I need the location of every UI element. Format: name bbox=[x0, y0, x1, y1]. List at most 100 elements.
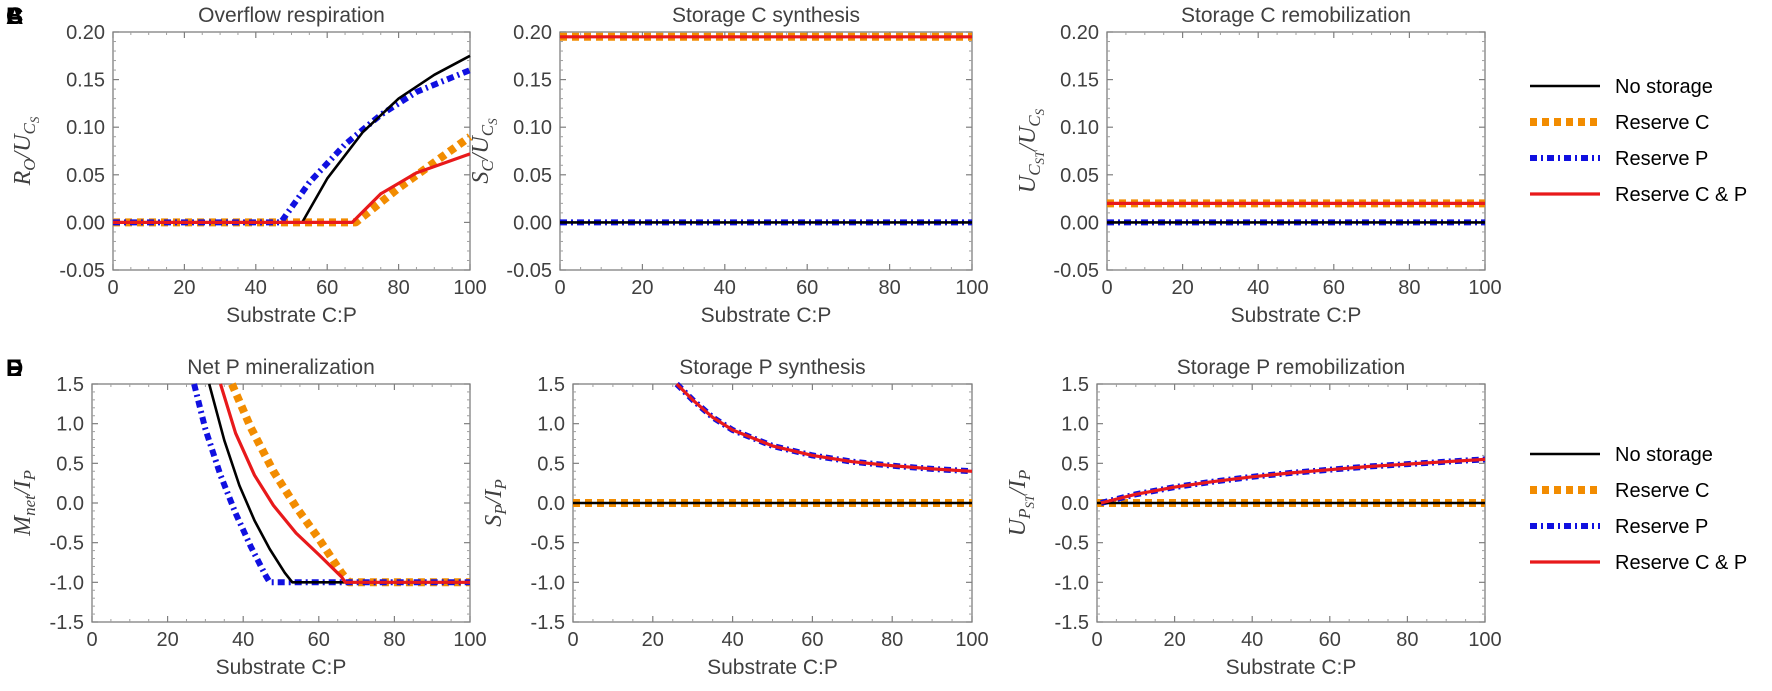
y-label-main: S bbox=[468, 172, 494, 184]
y-label-sub: P bbox=[1015, 509, 1034, 520]
y-tick-label: 0.20 bbox=[1060, 22, 1099, 44]
y-label-sep: /I bbox=[481, 489, 507, 507]
x-tick-label: 0 bbox=[107, 277, 118, 299]
y-tick-label: 0.10 bbox=[513, 117, 552, 139]
y-label-sep: /I bbox=[1005, 479, 1031, 497]
series-line-no-storage bbox=[207, 383, 470, 584]
x-tick-label: 40 bbox=[232, 629, 254, 651]
x-tick-label: 40 bbox=[1241, 629, 1263, 651]
panel-f: F Storage P remobilization 0 20 40 60 80 100 -1.… bbox=[6, 355, 1502, 679]
legend-label-reserve-p: Reserve P bbox=[1615, 516, 1708, 538]
y-tick-label: -1.5 bbox=[531, 612, 565, 634]
y-label-sep: /I bbox=[10, 479, 36, 497]
chart-title: Overflow respiration bbox=[198, 4, 385, 27]
x-axis-label: Substrate C:P bbox=[216, 656, 347, 679]
x-tick-label: 60 bbox=[1319, 629, 1341, 651]
y-tick-label: 0.20 bbox=[66, 22, 105, 44]
y-label-sub: C bbox=[1025, 115, 1044, 127]
y-tick-label: 0.15 bbox=[1060, 70, 1099, 92]
legend-bottom: No storage Reserve C Reserve P Reserve C & … bbox=[1530, 444, 1747, 574]
x-axis-label: Substrate C:P bbox=[1226, 656, 1357, 679]
panel-c: C Storage C remobilization 0 20 40 60 80 100 -0.… bbox=[6, 3, 1502, 327]
y-tick-label: 0.5 bbox=[56, 453, 84, 475]
panel-b: B Storage C synthesis 0 20 40 60 80 100 -0.05 0.0… bbox=[6, 3, 989, 327]
legend-label-reserve-c-and-p: Reserve C & P bbox=[1615, 552, 1747, 574]
y-tick-label: -0.5 bbox=[531, 533, 565, 555]
x-tick-label: 20 bbox=[631, 277, 653, 299]
x-tick-label: 20 bbox=[1171, 277, 1193, 299]
chart-title: Storage C synthesis bbox=[672, 4, 860, 27]
x-tick-label: 80 bbox=[1398, 277, 1420, 299]
panel-letter: A bbox=[6, 3, 23, 30]
series-line-reserve-c-and-p bbox=[113, 152, 471, 224]
series-line-reserve-c bbox=[228, 382, 470, 587]
y-tick-label: 0.05 bbox=[513, 165, 552, 187]
y-label-sep: /U bbox=[1015, 125, 1041, 153]
y-tick-label: 0.10 bbox=[1060, 117, 1099, 139]
x-tick-label: 100 bbox=[955, 277, 988, 299]
x-tick-label: 60 bbox=[796, 277, 818, 299]
y-tick-label: 0.00 bbox=[66, 212, 105, 234]
x-tick-label: 0 bbox=[567, 629, 578, 651]
y-label-subsub: ST bbox=[1022, 494, 1037, 509]
x-tick-label: 0 bbox=[86, 629, 97, 651]
x-axis-label: Substrate C:P bbox=[701, 304, 832, 327]
y-label-subsub: S bbox=[485, 118, 500, 125]
legend-label-no-storage: No storage bbox=[1615, 76, 1713, 98]
series-line-no-storage bbox=[113, 54, 471, 224]
legend-label-reserve-c-and-p: Reserve C & P bbox=[1615, 184, 1747, 206]
y-tick-label: -0.5 bbox=[1055, 533, 1089, 555]
x-tick-label: 100 bbox=[1468, 629, 1501, 651]
chart-title: Storage C remobilization bbox=[1181, 4, 1411, 27]
y-label-sub: C bbox=[20, 122, 39, 134]
x-tick-label: 40 bbox=[245, 277, 267, 299]
y-tick-label: 0.00 bbox=[513, 212, 552, 234]
y-axis-label: SP/IP bbox=[481, 479, 510, 526]
y-tick-label: -0.5 bbox=[50, 533, 84, 555]
y-tick-label: 0.05 bbox=[1060, 165, 1099, 187]
legend-label-reserve-c: Reserve C bbox=[1615, 480, 1709, 502]
y-tick-label: 1.5 bbox=[56, 374, 84, 396]
plot-frame bbox=[91, 383, 471, 623]
series-line-reserve-c-and-p bbox=[218, 383, 470, 584]
y-label-sub: C bbox=[478, 160, 497, 172]
y-label-sep: /U bbox=[10, 133, 36, 161]
y-label-sub: P bbox=[491, 504, 510, 515]
y-tick-label: 1.0 bbox=[537, 414, 565, 436]
y-tick-label: -0.05 bbox=[1053, 260, 1099, 282]
x-tick-label: 20 bbox=[1163, 629, 1185, 651]
chart-title: Net P mineralization bbox=[187, 356, 375, 379]
x-tick-label: 100 bbox=[453, 629, 486, 651]
y-axis-label: RO/UCS bbox=[10, 116, 42, 186]
y-axis-label: UPST/IP bbox=[1005, 470, 1037, 537]
y-label-sub: O bbox=[20, 158, 39, 170]
y-axis-label: SC/UCS bbox=[468, 118, 500, 184]
y-label-main: U bbox=[1005, 517, 1031, 536]
y-tick-label: 0.05 bbox=[66, 165, 105, 187]
x-tick-label: 40 bbox=[1247, 277, 1269, 299]
legend-label-reserve-p: Reserve P bbox=[1615, 148, 1708, 170]
panel-letter: D bbox=[6, 355, 23, 382]
series-line-reserve-p bbox=[191, 383, 470, 586]
x-axis-label: Substrate C:P bbox=[226, 304, 357, 327]
legend-top: No storage Reserve C Reserve P Reserve C & … bbox=[1530, 76, 1747, 206]
y-label-sub: P bbox=[20, 470, 39, 481]
y-tick-label: -1.0 bbox=[1055, 572, 1089, 594]
plot-frame bbox=[1106, 31, 1486, 271]
panel-letter: B bbox=[6, 3, 23, 30]
y-label-subsub: S bbox=[27, 116, 42, 123]
y-tick-label: 0.5 bbox=[1061, 453, 1089, 475]
y-tick-label: 0.20 bbox=[513, 22, 552, 44]
y-label-main: R bbox=[10, 170, 36, 186]
y-tick-label: -1.5 bbox=[1055, 612, 1089, 634]
x-tick-label: 40 bbox=[714, 277, 736, 299]
y-tick-label: 1.5 bbox=[1061, 374, 1089, 396]
y-label-sub: net bbox=[20, 494, 39, 516]
x-tick-label: 100 bbox=[955, 629, 988, 651]
panel-letter: C bbox=[6, 3, 23, 30]
chart-title: Storage P remobilization bbox=[1177, 356, 1405, 379]
plot-frame bbox=[112, 31, 471, 271]
legend-label-no-storage: No storage bbox=[1615, 444, 1713, 466]
x-tick-label: 60 bbox=[801, 629, 823, 651]
x-axis-label: Substrate C:P bbox=[707, 656, 838, 679]
